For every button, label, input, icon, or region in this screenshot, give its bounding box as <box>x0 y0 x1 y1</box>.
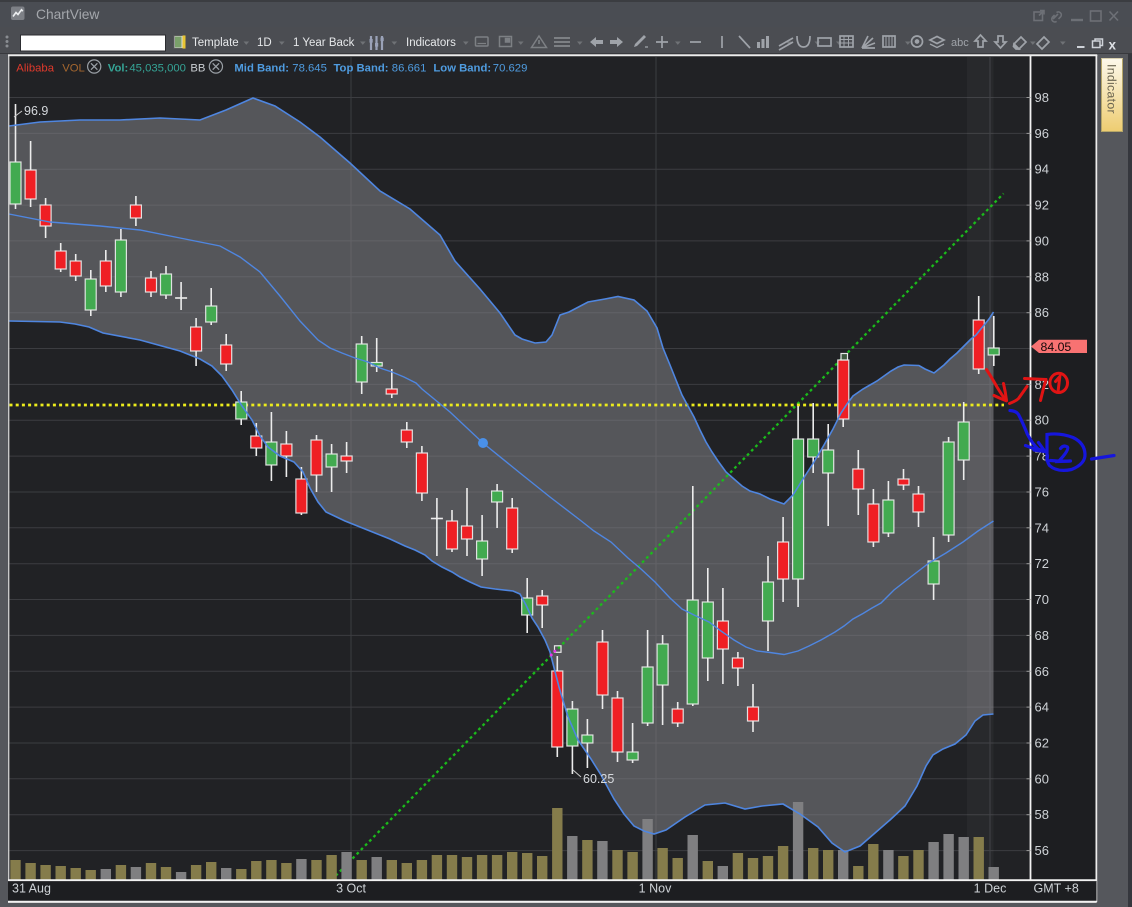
svg-text:84.05: 84.05 <box>1041 340 1072 354</box>
svg-text:96.9: 96.9 <box>24 104 48 118</box>
svg-text:76: 76 <box>1035 485 1049 500</box>
svg-text:86: 86 <box>1035 305 1049 320</box>
svg-text:Alibaba: Alibaba <box>16 62 54 74</box>
svg-text:60: 60 <box>1035 771 1049 786</box>
svg-text:72: 72 <box>1035 556 1049 571</box>
svg-text:Low Band:: Low Band: <box>433 62 491 74</box>
svg-text:70: 70 <box>1035 592 1049 607</box>
svg-text:60.25: 60.25 <box>583 772 614 786</box>
svg-text:ChartView: ChartView <box>36 7 99 22</box>
svg-text:VOL: VOL <box>62 62 85 74</box>
svg-text:1 Nov: 1 Nov <box>639 882 672 896</box>
svg-text:Mid Band:: Mid Band: <box>234 62 289 74</box>
svg-text:86.661: 86.661 <box>392 62 427 74</box>
svg-text:58: 58 <box>1035 807 1049 822</box>
svg-text:Top Band:: Top Band: <box>334 62 389 74</box>
svg-text:45,035,000: 45,035,000 <box>129 62 186 74</box>
svg-text:92: 92 <box>1035 198 1049 213</box>
svg-text:98: 98 <box>1035 90 1049 105</box>
svg-text:70.629: 70.629 <box>493 62 528 74</box>
svg-text:Vol:: Vol: <box>108 62 129 74</box>
svg-text:GMT +8: GMT +8 <box>1034 882 1079 896</box>
svg-text:3 Oct: 3 Oct <box>336 882 366 896</box>
svg-text:56: 56 <box>1035 843 1049 858</box>
svg-text:31 Aug: 31 Aug <box>12 882 51 896</box>
svg-text:88: 88 <box>1035 269 1049 284</box>
svg-text:68: 68 <box>1035 628 1049 643</box>
svg-text:1 Year Back: 1 Year Back <box>293 37 355 49</box>
svg-text:96: 96 <box>1035 126 1049 141</box>
svg-text:1 Dec: 1 Dec <box>974 882 1007 896</box>
svg-text:94: 94 <box>1035 162 1049 177</box>
svg-text:90: 90 <box>1035 233 1049 248</box>
svg-text:BB: BB <box>190 62 205 74</box>
svg-text:66: 66 <box>1035 664 1049 679</box>
svg-text:Template: Template <box>192 37 239 49</box>
svg-text:78.645: 78.645 <box>292 62 327 74</box>
svg-text:x: x <box>1109 38 1117 53</box>
svg-text:1D: 1D <box>257 37 272 49</box>
svg-text:abc: abc <box>951 37 969 49</box>
svg-text:80: 80 <box>1035 413 1049 428</box>
svg-text:Indicators: Indicators <box>406 37 456 49</box>
svg-text:64: 64 <box>1035 700 1049 715</box>
svg-text:74: 74 <box>1035 520 1049 535</box>
svg-text:62: 62 <box>1035 736 1049 751</box>
